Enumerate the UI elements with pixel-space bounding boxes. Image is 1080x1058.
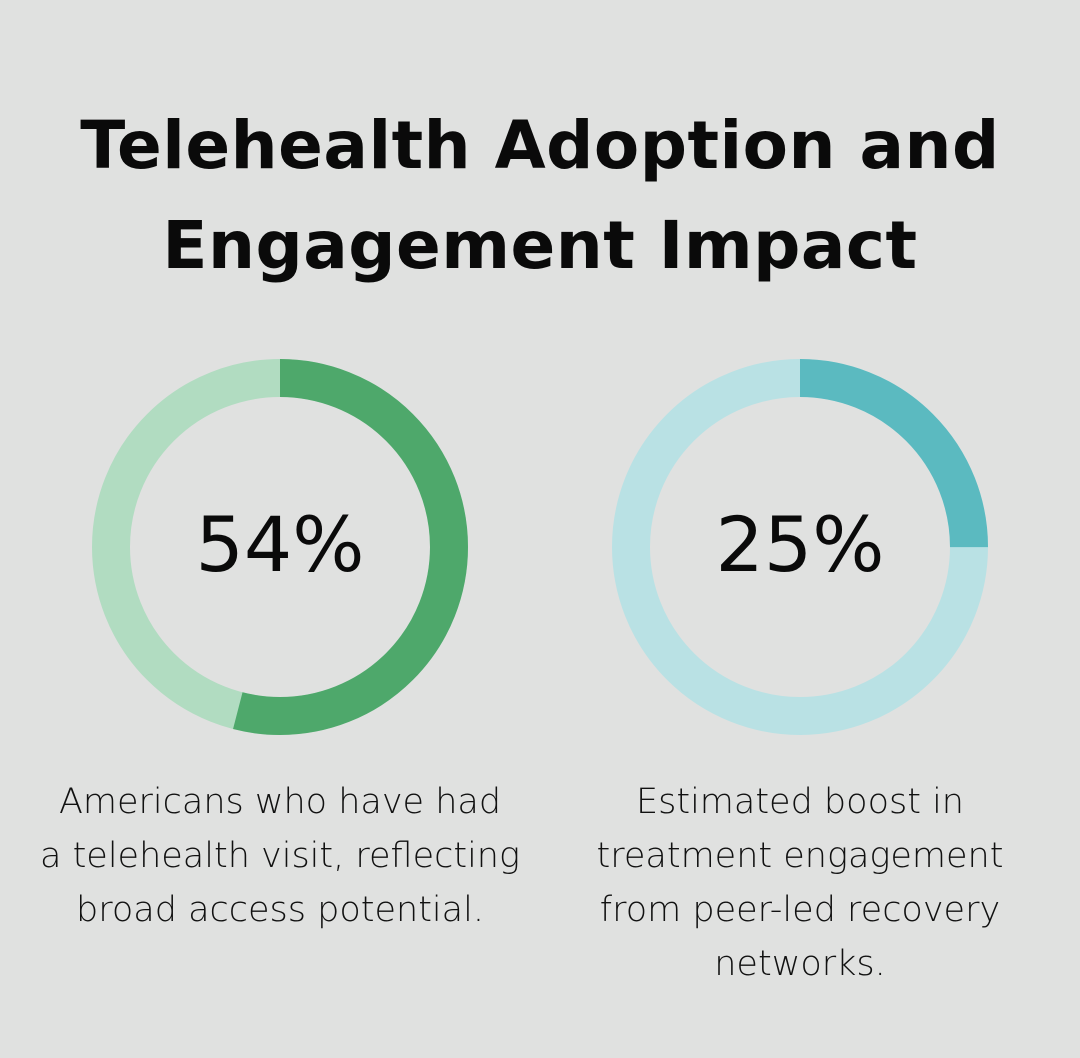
description-line: a telehealth visit, reflecting [40,836,520,876]
title-line-1: Telehealth Adoption and [80,107,1000,184]
title-line-2: Engagement Impact [162,207,918,284]
donut-value-arc [92,359,468,735]
percentage-label: 25% [715,500,885,589]
donut-chart-wrapper: 25% [540,350,1060,740]
description-line: broad access potential. [76,890,484,930]
description-line: from peer-led recovery [599,890,1001,930]
stat-card-telehealth-visits: 54% Americans who have had a telehealth … [20,350,540,930]
donut-chart-wrapper: 54% [20,350,540,740]
page-title: Telehealth Adoption and Engagement Impac… [0,96,1080,296]
stat-description: Americans who have had a telehealth visi… [20,775,540,937]
donut-chart-engagement [612,359,988,735]
stat-card-engagement-boost: 25% Estimated boost in treatment engagem… [540,350,1060,984]
stat-description: Estimated boost in treatment engagement … [540,775,1060,991]
percentage-label: 54% [195,500,365,589]
donut-value-arc [612,359,988,735]
donut-chart-telehealth [92,359,468,735]
description-line: Americans who have had [58,782,502,822]
description-line: Estimated boost in [636,782,964,822]
description-line: treatment engagement [596,836,1004,876]
description-line: networks. [714,944,886,984]
